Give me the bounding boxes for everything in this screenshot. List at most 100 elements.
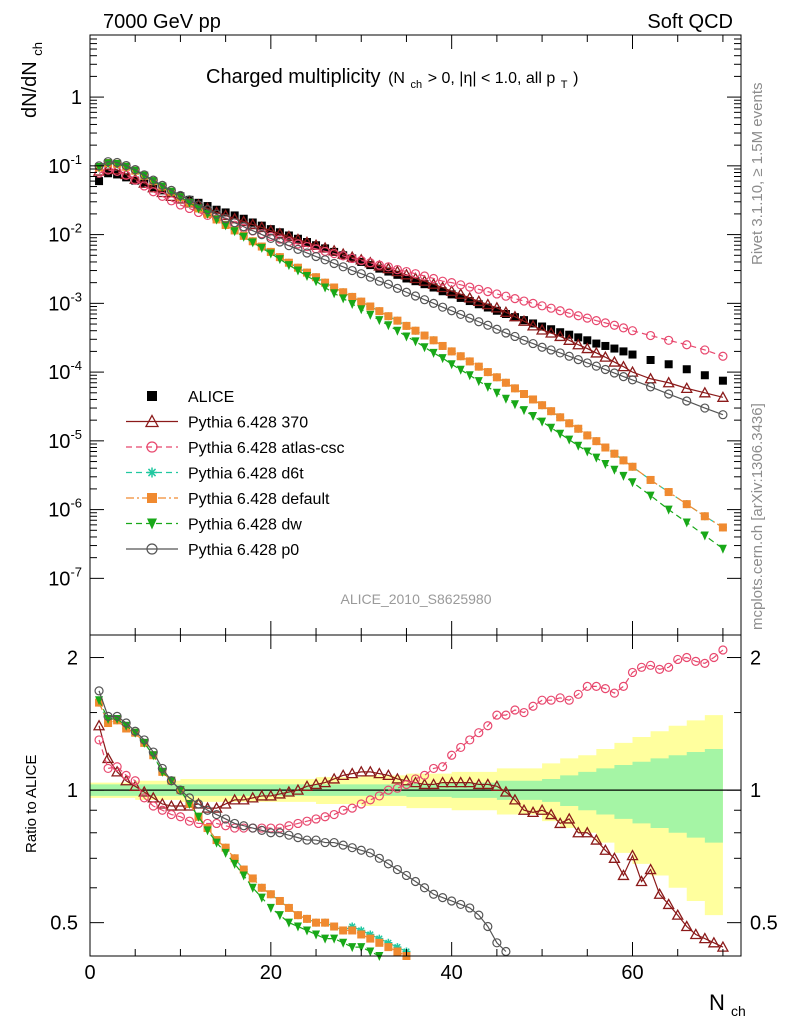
main-point-2-52 [564,308,574,318]
ratio-series-line-5 [98,690,507,952]
main-plot-panel: 10-710-610-510-410-310-210-11 Charged mu… [19,34,742,636]
ratio-point-1-30 [365,795,375,805]
main-point-0-64 [718,376,727,385]
ratio-point-0-53 [572,826,585,838]
legend-entry-6: Pythia 6.428 p0 [126,542,299,559]
main-point-6-31 [374,276,384,286]
ratio-point-0-59 [626,849,639,861]
ratio-point-4-0 [95,696,104,706]
main-point-5-58 [619,471,628,481]
ratio-point-0-34 [400,774,413,786]
ratio-point-1-48 [528,701,538,711]
ratio-point-3-30 [366,934,375,943]
main-point-6-46 [510,331,520,342]
main-point-4-55 [592,437,601,446]
ratio-point-5-20 [275,828,285,838]
main-point-2-41 [465,282,475,292]
ratio-point-1-69 [718,645,728,655]
ratio-series-1 [94,645,728,833]
ratio-point-3-28 [348,926,357,935]
main-point-0-62 [682,365,691,374]
ratio-point-2-33 [393,943,402,952]
ratio-point-5-26 [329,837,339,848]
ratio-point-4-17 [248,883,257,893]
main-point-4-36 [420,331,429,340]
legend-marker-6 [146,543,158,555]
ratio-point-0-46 [508,793,522,805]
ratio-point-4-3 [122,721,131,731]
main-point-6-37 [428,298,439,308]
ratio-point-5-19 [266,828,276,838]
main-point-6-8 [166,185,176,195]
main-point-1-64 [716,390,730,402]
ratio-point-0-37 [427,778,440,790]
main-y-tick-exp-6: -1 [70,152,82,167]
ratio-point-0-2 [111,765,124,777]
main-point-4-52 [565,419,574,428]
main-y-tick-label-2: 10-5 [48,427,82,453]
main-point-6-49 [537,342,547,352]
main-point-4-60 [646,475,655,484]
main-point-5-36 [420,343,429,353]
ratio-point-4-29 [357,943,366,953]
main-point-2-39 [447,278,457,288]
main-point-1-18 [255,221,268,233]
ratio-point-1-0 [94,735,104,745]
ratio-point-5-18 [257,825,267,835]
ratio-point-1-24 [311,814,321,824]
ratio-point-0-65 [680,920,693,932]
ratio-point-1-50 [546,695,556,705]
ratio-point-1-56 [600,684,610,694]
main-point-4-57 [610,449,619,458]
main-y-tick-label-7: 1 [71,87,82,109]
header-right: Soft QCD [647,11,733,33]
ratio-point-1-29 [356,799,366,809]
main-point-6-27 [338,262,348,272]
main-point-2-34 [401,266,412,277]
ratio-point-4-30 [366,947,375,957]
main-point-4-50 [547,407,556,416]
y-axis-label: dN/dN ch [19,42,45,118]
main-point-1-21 [282,230,296,242]
main-point-5-9 [176,193,185,203]
main-y-tick-base-0: 10 [48,568,70,590]
ratio-point-0-3 [120,774,133,786]
main-y-tick-label-1: 10-6 [48,496,82,522]
ratio-point-5-44 [492,938,502,948]
legend-marker-3 [147,467,157,478]
ratio-point-0-54 [581,826,594,838]
main-point-4-49 [538,401,547,410]
main-point-6-30 [365,272,375,282]
main-point-0-4 [131,176,140,185]
main-point-2-6 [148,187,158,197]
main-point-5-60 [646,491,655,501]
main-point-0-29 [357,257,366,266]
main-point-2-53 [573,311,583,321]
main-y-tick-label-5: 10-2 [48,221,82,247]
ratio-point-1-26 [329,809,339,820]
main-point-2-62 [682,340,692,350]
main-point-1-17 [246,218,259,230]
main-point-2-33 [392,264,403,275]
legend-entry-5: Pythia 6.428 dw [126,517,302,534]
ratio-point-0-40 [454,776,467,788]
ratio-y-tick-label-right-0: 0.5 [750,913,778,935]
ratio-point-0-66 [689,928,702,940]
main-point-5-46 [510,400,519,410]
main-point-6-2 [112,157,122,168]
ratio-y-tick-label-2: 2 [67,648,78,670]
main-point-1-47 [517,314,531,326]
ratio-point-5-15 [230,818,240,829]
main-point-4-54 [583,431,592,440]
main-point-1-41 [463,291,476,303]
legend-label-5: Pythia 6.428 dw [188,517,302,534]
main-point-5-56 [601,460,610,470]
main-point-0-55 [592,339,601,348]
ratio-point-0-29 [355,765,368,777]
ratio-point-5-33 [392,864,403,875]
ratio-point-5-6 [148,747,158,757]
ratio-point-1-46 [510,705,520,715]
ratio-point-5-4 [130,726,140,736]
ratio-point-5-34 [401,870,412,881]
main-point-1-50 [545,326,558,338]
